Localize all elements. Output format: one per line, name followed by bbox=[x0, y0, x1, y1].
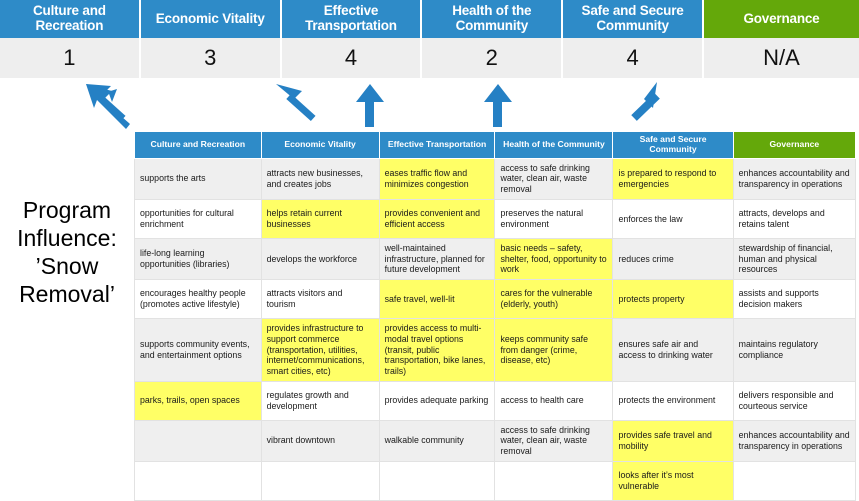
matrix-cell: walkable community bbox=[378, 419, 496, 462]
banner-value-safe-and-secure-community: 4 bbox=[563, 38, 704, 78]
matrix-cell bbox=[378, 460, 496, 501]
arrow-health-of-the-community-icon bbox=[484, 84, 512, 127]
matrix-cell: enforces the law bbox=[612, 198, 734, 239]
matrix-cell bbox=[134, 419, 262, 462]
banner-column-safe-and-secure-community: Safe and Secure Community 4 bbox=[563, 0, 704, 78]
banner-header-effective-transportation: Effective Transportation bbox=[281, 0, 423, 38]
matrix-cell: attracts visitors and tourism bbox=[260, 279, 380, 320]
table-row: supports the arts attracts new businesse… bbox=[134, 157, 857, 200]
matrix-header-safe-and-secure-community: Safe and Secure Community bbox=[612, 131, 734, 159]
table-row: opportunities for cultural enrichment he… bbox=[134, 198, 857, 239]
banner-value-governance: N/A bbox=[703, 38, 859, 78]
matrix-cell: ensures safe air and access to drinking … bbox=[612, 318, 734, 382]
matrix-cell: provides infrastructure to support comme… bbox=[260, 318, 380, 382]
matrix-header-effective-transportation: Effective Transportation bbox=[378, 131, 496, 159]
matrix-cell: parks, trails, open spaces bbox=[134, 380, 262, 421]
banner-value-effective-transportation: 4 bbox=[281, 38, 423, 78]
matrix-cell: supports the arts bbox=[134, 157, 262, 200]
matrix-header-governance: Governance bbox=[732, 131, 857, 159]
arrow-safe-and-secure-community-icon bbox=[631, 82, 660, 121]
matrix-cell: regulates growth and development bbox=[260, 380, 380, 421]
arrow-effective-transportation-icon bbox=[356, 84, 384, 127]
banner-header-health-of-the-community: Health of the Community bbox=[422, 0, 564, 38]
arrow-culture-and-recreation-icon bbox=[86, 84, 130, 129]
matrix-cell bbox=[134, 460, 262, 501]
matrix-cell: enhances accountability and transparency… bbox=[732, 157, 857, 200]
banner-column-health-of-the-community: Health of the Community 2 bbox=[422, 0, 564, 78]
matrix-cell: eases traffic flow and minimizes congest… bbox=[378, 157, 496, 200]
matrix-cell: opportunities for cultural enrichment bbox=[134, 198, 262, 239]
matrix-cell: vibrant downtown bbox=[260, 419, 380, 462]
matrix-cell: encourages healthy people (promotes acti… bbox=[134, 279, 262, 320]
table-row: supports community events, and entertain… bbox=[134, 318, 857, 382]
banner-header-governance: Governance bbox=[703, 0, 859, 38]
matrix-header-row: Culture and Recreation Economic Vitality… bbox=[134, 131, 857, 159]
matrix-cell: access to health care bbox=[494, 380, 614, 421]
matrix-cell bbox=[494, 460, 614, 501]
matrix-cell: protects property bbox=[612, 279, 734, 320]
matrix-cell: keeps community safe from danger (crime,… bbox=[494, 318, 614, 382]
matrix-cell: reduces crime bbox=[612, 237, 734, 281]
banner-column-governance: Governance N/A bbox=[703, 0, 859, 78]
caption-line-4: Removal’ bbox=[19, 281, 115, 308]
banner-column-effective-transportation: Effective Transportation 4 bbox=[281, 0, 423, 78]
table-row: parks, trails, open spaces regulates gro… bbox=[134, 380, 857, 421]
matrix-cell: provides convenient and efficient access bbox=[378, 198, 496, 239]
matrix-cell: attracts new businesses, and creates job… bbox=[260, 157, 380, 200]
banner-header-culture-and-recreation: Culture and Recreation bbox=[0, 0, 141, 38]
matrix-header-culture-and-recreation: Culture and Recreation bbox=[134, 131, 262, 159]
matrix-cell: provides adequate parking bbox=[378, 380, 496, 421]
matrix-cell: provides access to multi-modal travel op… bbox=[378, 318, 496, 382]
matrix-cell: looks after it’s most vulnerable bbox=[612, 460, 734, 501]
banner-column-economic-vitality: Economic Vitality 3 bbox=[140, 0, 282, 78]
banner-value-health-of-the-community: 2 bbox=[422, 38, 564, 78]
banner-value-culture-and-recreation: 1 bbox=[0, 38, 141, 78]
matrix-cell: safe travel, well-lit bbox=[378, 279, 496, 320]
caption-line-1: Program bbox=[22, 197, 112, 223]
matrix-cell: stewardship of financial, human and phys… bbox=[732, 237, 857, 281]
matrix-cell: provides safe travel and mobility bbox=[612, 419, 734, 462]
caption-line-3: ’Snow bbox=[35, 253, 99, 280]
matrix-cell: life-long learning opportunities (librar… bbox=[134, 237, 262, 281]
caption-line-2: Influence: bbox=[17, 225, 117, 252]
banner-column-culture-and-recreation: Culture and Recreation 1 bbox=[0, 0, 141, 78]
matrix-cell: attracts, develops and retains talent bbox=[732, 198, 857, 239]
banner-value-economic-vitality: 3 bbox=[140, 38, 282, 78]
matrix-cell: protects the environment bbox=[612, 380, 734, 421]
matrix-cell: cares for the vulnerable (elderly, youth… bbox=[494, 279, 614, 320]
banner-header-safe-and-secure-community: Safe and Secure Community bbox=[563, 0, 704, 38]
table-row: encourages healthy people (promotes acti… bbox=[134, 279, 857, 320]
matrix-cell: delivers responsible and courteous servi… bbox=[732, 380, 857, 421]
matrix-cell bbox=[260, 460, 380, 501]
priority-banner: Culture and Recreation 1 Economic Vitali… bbox=[0, 0, 859, 78]
table-row: life-long learning opportunities (librar… bbox=[134, 237, 857, 281]
matrix-cell bbox=[732, 460, 857, 501]
matrix-cell: helps retain current businesses bbox=[260, 198, 380, 239]
matrix-cell: basic needs – safety, shelter, food, opp… bbox=[494, 237, 614, 281]
matrix-cell: assists and supports decision makers bbox=[732, 279, 857, 320]
table-row: looks after it’s most vulnerable bbox=[134, 460, 857, 501]
matrix-cell: is prepared to respond to emergencies bbox=[612, 157, 734, 200]
matrix-cell: access to safe drinking water, clean air… bbox=[494, 157, 614, 200]
matrix-cell: access to safe drinking water, clean air… bbox=[494, 419, 614, 462]
arrow-layer bbox=[86, 82, 660, 129]
matrix-header-health-of-the-community: Health of the Community bbox=[494, 131, 614, 159]
influence-matrix-table: Culture and Recreation Economic Vitality… bbox=[134, 131, 857, 501]
arrow-economic-vitality-icon bbox=[276, 84, 316, 122]
table-row: vibrant downtown walkable community acce… bbox=[134, 419, 857, 462]
matrix-cell: develops the workforce bbox=[260, 237, 380, 281]
matrix-cell: maintains regulatory compliance bbox=[732, 318, 857, 382]
matrix-cell: enhances accountability and transparency… bbox=[732, 419, 857, 462]
matrix-header-economic-vitality: Economic Vitality bbox=[260, 131, 380, 159]
banner-header-economic-vitality: Economic Vitality bbox=[140, 0, 282, 38]
matrix-cell: well-maintained infrastructure, planned … bbox=[378, 237, 496, 281]
matrix-cell: preserves the natural environment bbox=[494, 198, 614, 239]
program-influence-caption: Program Influence: ’Snow Removal’ bbox=[4, 196, 130, 308]
matrix-cell: supports community events, and entertain… bbox=[134, 318, 262, 382]
